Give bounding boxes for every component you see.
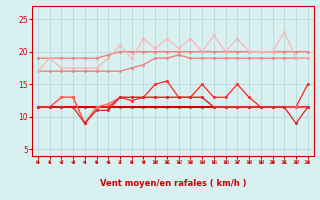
X-axis label: Vent moyen/en rafales ( km/h ): Vent moyen/en rafales ( km/h )	[100, 179, 246, 188]
